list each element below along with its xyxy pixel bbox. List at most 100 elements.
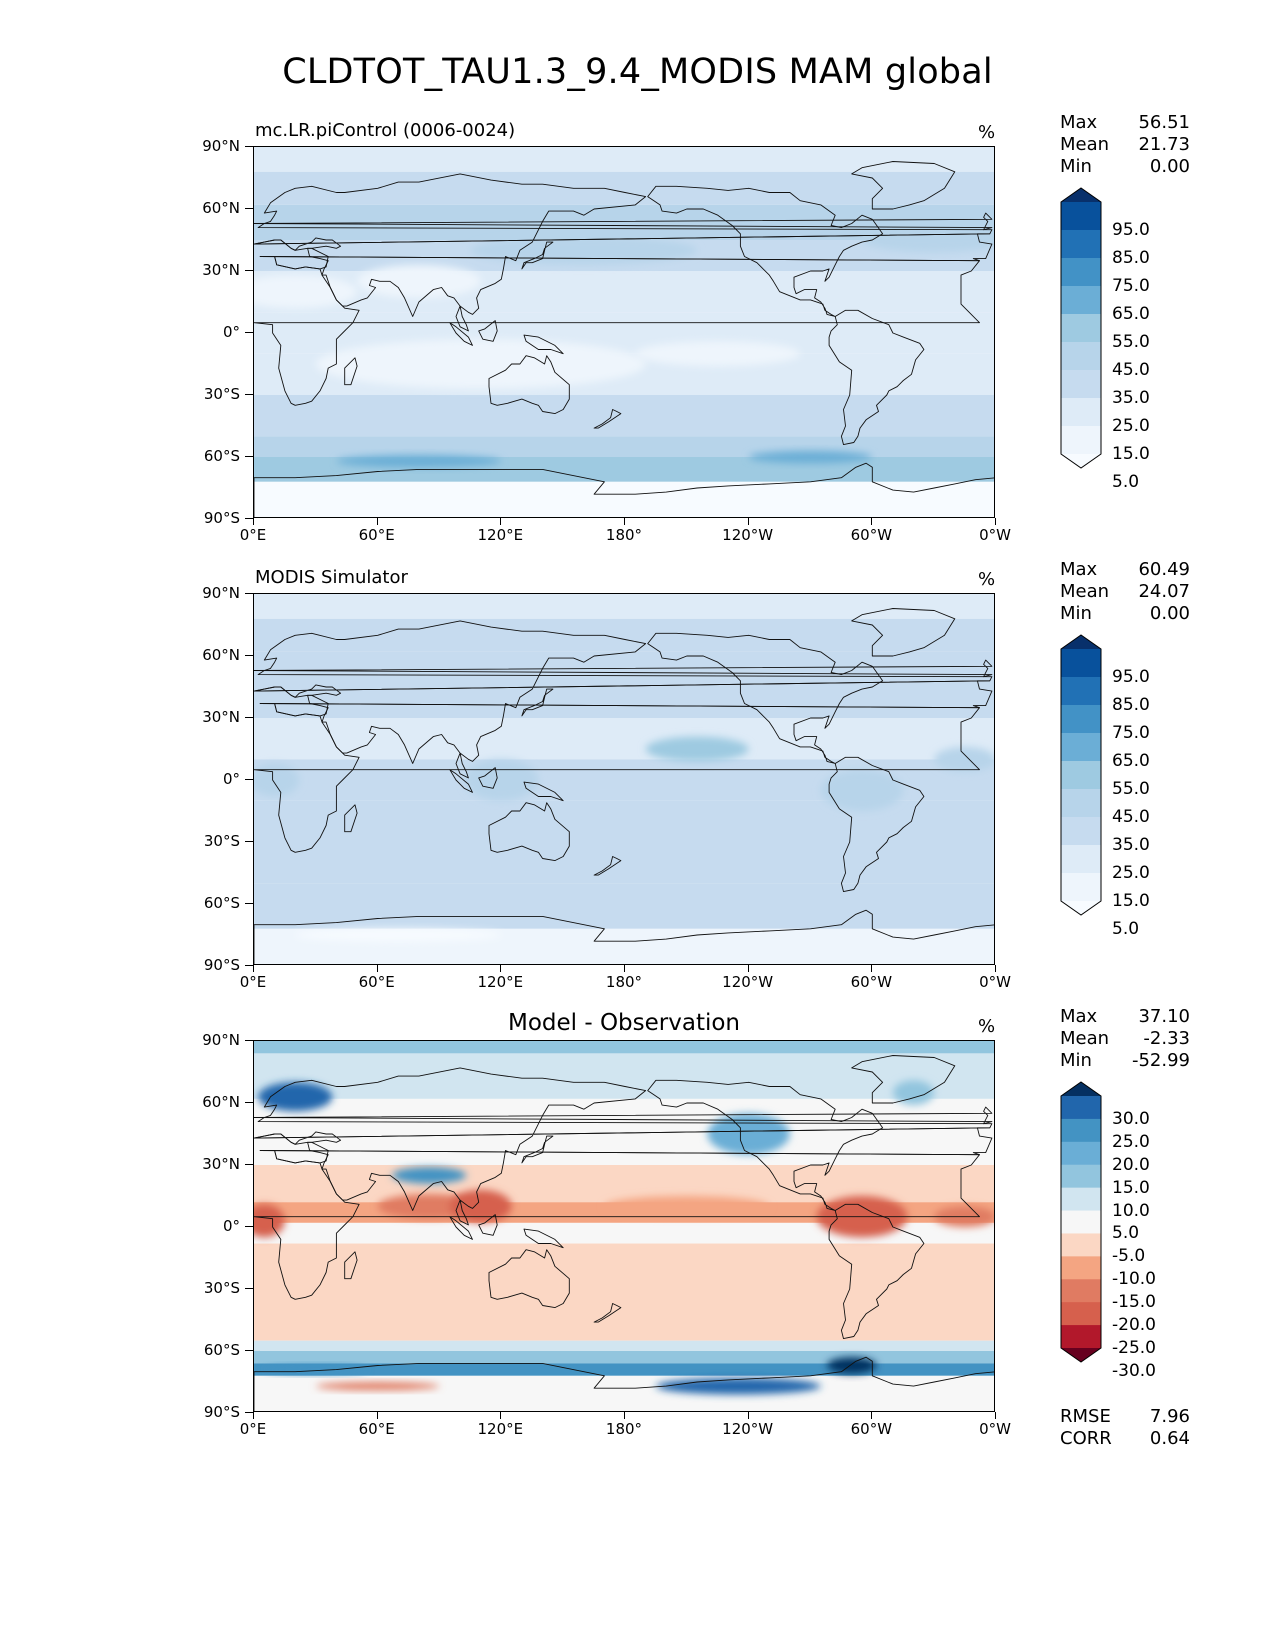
colorbar-segment xyxy=(1061,761,1101,790)
coastline xyxy=(593,409,622,429)
metric-label: RMSE xyxy=(1060,1406,1111,1427)
ytick-label: 0° xyxy=(222,770,240,788)
map-svg xyxy=(254,1041,994,1411)
field-anomaly xyxy=(264,1365,368,1374)
colorbar-tick-label: 85.0 xyxy=(1112,248,1150,268)
ytick-label: 60°N xyxy=(202,199,240,217)
xtick-label: 180° xyxy=(605,1420,643,1438)
colorbar-segment xyxy=(1061,1256,1101,1280)
xtick-mark xyxy=(253,965,254,972)
ytick-mark xyxy=(245,146,253,147)
map-obs xyxy=(253,593,995,965)
field-anomaly xyxy=(449,1189,512,1223)
coastline xyxy=(521,1135,554,1164)
stat-row: Min 0.00 xyxy=(1060,156,1190,178)
field-band xyxy=(254,1053,994,1099)
colorbar-tick-label: 75.0 xyxy=(1112,723,1150,743)
field-anomaly xyxy=(464,759,539,801)
ytick-label: 60°S xyxy=(203,894,240,912)
colorbar-segment xyxy=(1061,873,1101,902)
stat-value: 37.10 xyxy=(1138,1006,1190,1027)
stat-label: Min xyxy=(1060,1050,1092,1071)
coastline xyxy=(593,1303,622,1323)
colorbar-tick-label: 15.0 xyxy=(1112,1177,1150,1198)
colorbar-segment xyxy=(1061,370,1101,399)
field-anomaly xyxy=(645,736,749,762)
coastline xyxy=(344,357,358,386)
ytick-label: 90°S xyxy=(203,1403,240,1421)
xtick-mark xyxy=(624,965,625,972)
field-band xyxy=(254,594,994,619)
ytick-label: 90°S xyxy=(203,509,240,527)
stat-row: Mean -2.33 xyxy=(1060,1028,1190,1050)
coastline xyxy=(254,659,993,678)
coastline xyxy=(254,1067,993,1226)
stat-label: Max xyxy=(1060,1006,1098,1027)
ytick-label: 30°N xyxy=(202,1155,240,1173)
colorbar-segment xyxy=(1061,789,1101,818)
metric-row: RMSE 7.96 xyxy=(1060,1406,1190,1428)
ytick-mark xyxy=(245,394,253,395)
field-anomaly xyxy=(254,275,358,309)
coastline xyxy=(449,1216,473,1240)
coastline xyxy=(254,256,980,406)
field-anomaly xyxy=(892,1080,935,1106)
stat-row: Mean 21.73 xyxy=(1060,134,1190,156)
xtick-mark xyxy=(376,518,378,525)
stat-label: Max xyxy=(1060,559,1098,580)
xtick-label: 0°W xyxy=(979,1420,1011,1438)
colorbar-wrap xyxy=(1059,1080,1103,1368)
colorbar-extend-max xyxy=(1061,635,1101,649)
coastline xyxy=(851,608,956,657)
coastline xyxy=(593,856,622,876)
ytick-label: 0° xyxy=(222,323,240,341)
ytick-mark xyxy=(245,456,253,457)
map-svg xyxy=(254,594,994,964)
stat-row: Max 37.10 xyxy=(1060,1006,1190,1028)
field-band xyxy=(254,1289,994,1341)
field-anomaly xyxy=(655,1377,821,1395)
ytick-mark xyxy=(245,1226,253,1227)
ytick-label: 90°N xyxy=(202,137,240,155)
colorbar-segment xyxy=(1061,705,1101,734)
ytick-mark xyxy=(245,779,253,780)
colorbar xyxy=(1060,634,1102,916)
field-anomaly xyxy=(258,1082,333,1112)
coastline xyxy=(488,355,570,415)
coastline xyxy=(254,1150,980,1300)
stat-value: -2.33 xyxy=(1143,1028,1190,1049)
xtick-label: 60°E xyxy=(358,1420,395,1438)
units-label: % xyxy=(978,122,996,143)
colorbar-segment xyxy=(1061,1118,1101,1143)
field-band xyxy=(254,481,994,517)
field-band xyxy=(254,1363,994,1376)
colorbar-segment xyxy=(1061,1187,1101,1212)
colorbar-segment xyxy=(1061,1279,1101,1303)
ytick-label: 60°N xyxy=(202,646,240,664)
xtick-mark xyxy=(871,965,873,972)
stat-value: 56.51 xyxy=(1138,112,1190,133)
field-band xyxy=(254,618,994,652)
ytick-label: 30°N xyxy=(202,261,240,279)
field-anomaly xyxy=(707,1113,790,1155)
xtick-label: 120°E xyxy=(477,1420,524,1438)
coastline xyxy=(478,1214,498,1236)
ytick-label: 30°N xyxy=(202,708,240,726)
stat-value: 0.00 xyxy=(1149,603,1190,624)
xtick-mark xyxy=(253,1412,254,1419)
xtick-label: 120°W xyxy=(722,526,774,544)
field-band xyxy=(254,1243,994,1289)
coastline xyxy=(254,1356,994,1411)
field-anomaly xyxy=(748,450,873,464)
xtick-label: 0°E xyxy=(239,973,267,991)
field-anomaly xyxy=(254,1204,285,1238)
stat-label: Max xyxy=(1060,112,1098,133)
coastline xyxy=(828,1203,925,1340)
coastline xyxy=(521,241,554,270)
stat-row: Mean 24.07 xyxy=(1060,581,1190,603)
metrics-block: RMSE 7.96 CORR 0.64 xyxy=(1060,1406,1190,1450)
metric-row: CORR 0.64 xyxy=(1060,1428,1190,1450)
xtick-mark xyxy=(995,518,996,525)
colorbar-tick-label: -5.0 xyxy=(1112,1246,1146,1267)
stat-label: Mean xyxy=(1060,1028,1110,1049)
